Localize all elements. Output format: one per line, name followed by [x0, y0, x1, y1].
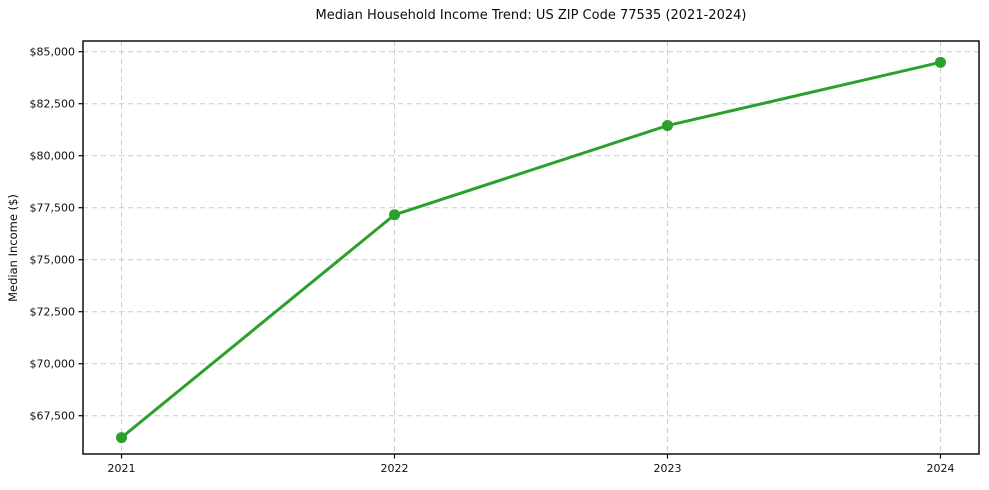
y-tick-label: $80,000 — [30, 150, 76, 163]
y-tick-label: $77,500 — [30, 202, 76, 215]
y-tick-label: $72,500 — [30, 306, 76, 319]
plot-border — [82, 40, 980, 455]
chart-title: Median Household Income Trend: US ZIP Co… — [315, 8, 747, 23]
x-tick-label: 2024 — [926, 462, 954, 475]
x-tick-label: 2023 — [653, 462, 681, 475]
y-tick-label: $67,500 — [30, 410, 76, 423]
y-tick-label: $82,500 — [30, 98, 76, 111]
data-point — [116, 432, 128, 444]
y-tick-label: $85,000 — [30, 46, 76, 59]
data-point — [934, 56, 946, 68]
trend-line — [120, 60, 942, 440]
x-tick-label: 2021 — [108, 462, 136, 475]
y-tick-label: $75,000 — [30, 254, 76, 267]
y-axis-label: Median Income ($) — [6, 194, 20, 302]
data-point — [661, 120, 673, 132]
x-tick-label: 2022 — [381, 462, 409, 475]
y-tick-label: $70,000 — [30, 358, 76, 371]
data-point — [389, 209, 401, 221]
